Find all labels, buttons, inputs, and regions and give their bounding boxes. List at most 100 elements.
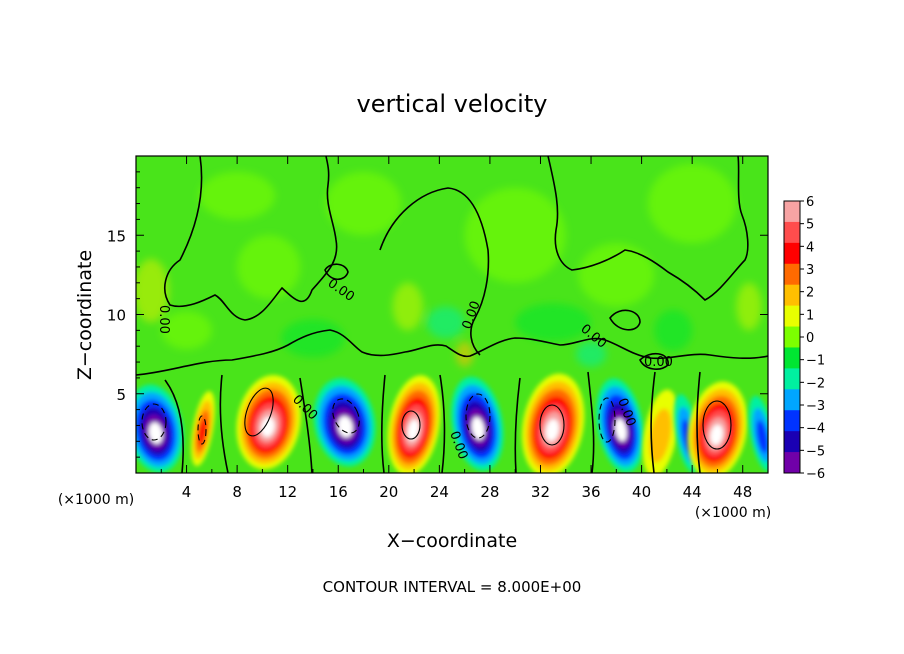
x-unit-left: (×1000 m): [58, 492, 134, 508]
colorbar-swatch: [784, 284, 800, 307]
velocity-level: [710, 424, 723, 446]
velocity-cell: [236, 375, 301, 470]
colorbar-tick-label: −3: [806, 399, 825, 414]
velocity-cell: [748, 395, 768, 471]
y-axis-ticks: 5 10 15: [107, 171, 768, 458]
x-axis-ticks: 4 8 12 16 20 24 28 32 36 40 44 48: [160, 156, 752, 501]
velocity-level: [471, 416, 485, 440]
colorbar-tick-label: −2: [806, 376, 825, 391]
velocity-level: [615, 418, 627, 442]
colorbar-swatch: [784, 305, 800, 328]
velocity-level: [649, 408, 672, 463]
velocity-cell: [451, 376, 504, 471]
colorbar-swatch: [784, 389, 800, 411]
field-perturbation: [237, 235, 301, 299]
velocity-level: [261, 417, 275, 437]
x-tick-label: 24: [430, 483, 449, 501]
velocity-cell: [596, 378, 644, 473]
x-tick-label: 8: [232, 483, 242, 501]
velocity-level: [198, 419, 207, 446]
field-perturbation: [281, 319, 345, 358]
velocity-level: [148, 422, 163, 444]
zero-contour-small-loops: [324, 263, 669, 370]
velocity-cell: [191, 391, 215, 467]
contour-interval-annotation: CONTOUR INTERVAL = 8.000E+00: [323, 578, 582, 596]
colorbar-swatch: [784, 347, 800, 369]
negative-contours: [141, 393, 616, 445]
field-perturbation: [575, 341, 607, 367]
x-tick-label: 48: [733, 483, 752, 501]
negative-contour-5: [598, 397, 616, 443]
colorbar-tick-label: −1: [806, 354, 825, 369]
x-tick-label: 20: [379, 483, 398, 501]
field-perturbation: [199, 171, 276, 220]
field-perturbation: [515, 303, 592, 342]
zero-contour-right: [547, 156, 749, 301]
colorbar-tick-label: −4: [806, 422, 825, 437]
colorbar-tick-label: 4: [806, 240, 814, 255]
positive-contour-4: [702, 400, 732, 450]
zero-contour-lines: [136, 156, 768, 473]
colorbar-swatch: [784, 221, 800, 244]
contour-label: 0.00: [644, 355, 673, 370]
velocity-level: [337, 416, 353, 438]
colorbar-tick-label: −5: [806, 444, 825, 459]
field-perturbation: [392, 282, 423, 331]
colorbar-swatch: [784, 452, 800, 474]
field-perturbation: [647, 163, 737, 244]
y-tick-label: 10: [107, 307, 126, 325]
field-perturbation: [654, 309, 693, 351]
field-perturbation: [464, 187, 566, 283]
colorbar-swatch: [784, 431, 800, 453]
x-tick-label: 16: [329, 483, 348, 501]
field-perturbation: [161, 311, 212, 350]
x-tick-label: 12: [278, 483, 297, 501]
negative-contour-3: [332, 398, 360, 434]
y-axis-label: Z−coordinate: [74, 250, 96, 380]
field-perturbation: [136, 259, 169, 323]
velocity-level: [545, 419, 559, 442]
colorbar-swatch: [784, 201, 800, 223]
colorbar-swatch: [784, 368, 800, 390]
velocity-level: [756, 419, 768, 454]
velocity-cell: [136, 384, 184, 473]
x-axis-label: X−coordinate: [387, 530, 517, 552]
zero-contour-dome: [379, 187, 490, 356]
positive-contour-1: [244, 387, 274, 437]
positive-contour-2: [401, 410, 421, 440]
colorbar-tick-label: −6: [806, 467, 825, 482]
chart-title: vertical velocity: [357, 90, 548, 118]
colorbar-tick-label: 2: [806, 286, 814, 301]
x-tick-label: 32: [531, 483, 550, 501]
background-texture: [136, 163, 762, 367]
positive-contour-3: [539, 404, 565, 446]
y-tick-label: 5: [116, 386, 126, 404]
colorbar-tick-label: 5: [806, 218, 814, 233]
x-tick-label: 44: [683, 483, 702, 501]
positive-contours: [244, 387, 732, 450]
x-tick-label: 40: [632, 483, 651, 501]
zero-contour-cell-boundary: [164, 371, 701, 473]
y-tick-label: 15: [107, 227, 126, 245]
field-perturbation: [578, 243, 655, 307]
colorbar-swatch: [784, 242, 800, 265]
colorbar-tick-label: 3: [806, 263, 814, 278]
colorbar-tick-label: 6: [806, 195, 814, 210]
colorbar-swatch: [784, 326, 800, 348]
negative-contour-1: [141, 403, 167, 441]
colorbar-tick-label: 1: [806, 308, 814, 323]
zero-contour-upper: [164, 156, 338, 321]
negative-contour-4: [465, 393, 491, 439]
x-tick-label: 28: [480, 483, 499, 501]
x-tick-label: 4: [182, 483, 192, 501]
field-perturbation: [736, 282, 762, 331]
velocity-cell: [313, 378, 376, 467]
field-perturbation: [455, 341, 474, 367]
field-perturbation: [325, 171, 402, 236]
velocity-cells: [136, 373, 768, 473]
colorbar-swatch: [784, 410, 800, 432]
negative-contour-2: [197, 415, 207, 445]
colorbar-tick-label: 0: [806, 331, 814, 346]
contour-label: 0.00: [156, 305, 171, 334]
